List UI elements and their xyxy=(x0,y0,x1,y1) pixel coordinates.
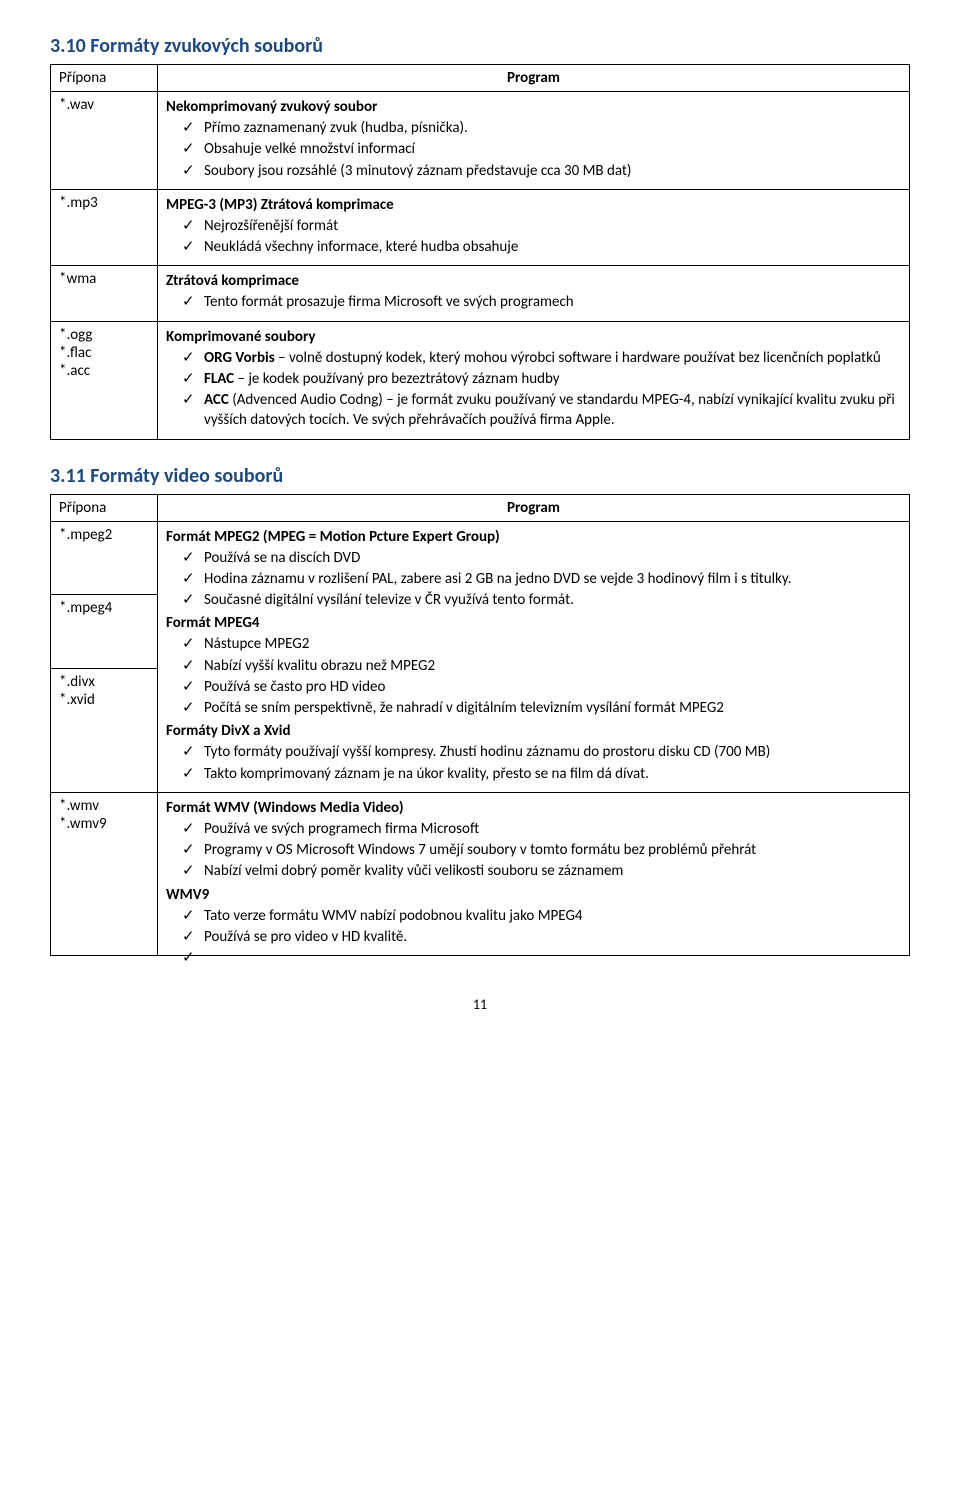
list-item: Takto komprimovaný záznam je na úkor kva… xyxy=(204,764,901,784)
section-heading-video: 3.11 Formáty video souborů xyxy=(50,464,910,488)
desc-cell: Komprimované soubory ORG Vorbis – volně … xyxy=(158,321,910,439)
page-number: 11 xyxy=(50,996,910,1013)
ext-cell: *.ogg *.flac *.acc xyxy=(51,321,158,439)
list-item: Nástupce MPEG2 xyxy=(204,634,901,654)
desc-cell: Formát WMV (Windows Media Video) Používá… xyxy=(158,792,910,955)
group-title: Komprimované soubory xyxy=(166,328,901,346)
group-title: WMV9 xyxy=(166,886,901,904)
group-title: Formát WMV (Windows Media Video) xyxy=(166,799,901,817)
ext-cell: *.mpeg4 xyxy=(51,595,158,669)
item-list: Přímo zaznamenaný zvuk (hudba, písnička)… xyxy=(166,118,901,181)
item-list: Používá ve svých programech firma Micros… xyxy=(166,819,901,882)
list-item: Neukládá všechny informace, které hudba … xyxy=(204,237,901,257)
col-header-program: Program xyxy=(158,494,910,521)
table-row: *.wmv *.wmv9 Formát WMV (Windows Media V… xyxy=(51,792,910,955)
list-item: Hodina záznamu v rozlišení PAL, zabere a… xyxy=(204,569,901,589)
ext-cell: *.mpeg2 xyxy=(51,521,158,595)
list-item: Programy v OS Microsoft Windows 7 umějí … xyxy=(204,840,901,860)
table-row: *wma Ztrátová komprimace Tento formát pr… xyxy=(51,266,910,321)
list-item: Počítá se sním perspektivně, že nahradí … xyxy=(204,698,901,718)
group-title: Nekomprimovaný zvukový soubor xyxy=(166,98,901,116)
section-heading-audio: 3.10 Formáty zvukových souborů xyxy=(50,34,910,58)
desc-cell: Ztrátová komprimace Tento formát prosazu… xyxy=(158,266,910,321)
list-item: Současné digitální vysílání televize v Č… xyxy=(204,590,901,610)
ext-cell: *.mp3 xyxy=(51,189,158,266)
desc-cell: Nekomprimovaný zvukový soubor Přímo zazn… xyxy=(158,92,910,190)
item-list: Tento formát prosazuje firma Microsoft v… xyxy=(166,292,901,312)
list-item: Nabízí velmi dobrý poměr kvality vůči ve… xyxy=(204,861,901,881)
list-item: Používá ve svých programech firma Micros… xyxy=(204,819,901,839)
group-title: Formáty DivX a Xvid xyxy=(166,722,901,740)
list-item: Nejrozšířenější formát xyxy=(204,216,901,236)
list-item: Tyto formáty používají vyšší kompresy. Z… xyxy=(204,742,901,762)
group-title: Formát MPEG2 (MPEG = Motion Pcture Exper… xyxy=(166,528,901,546)
list-item: Používá se často pro HD video xyxy=(204,677,901,697)
col-header-program: Program xyxy=(158,65,910,92)
list-item: Nabízí vyšší kvalitu obrazu než MPEG2 xyxy=(204,656,901,676)
item-list: ORG Vorbis – volně dostupný kodek, který… xyxy=(166,348,901,431)
item-list: Používá se na discích DVD Hodina záznamu… xyxy=(166,548,901,611)
list-item: Tento formát prosazuje firma Microsoft v… xyxy=(204,292,901,312)
list-item: Používá se pro video v HD kvalitě. xyxy=(204,927,901,947)
item-list: Tato verze formátu WMV nabízí podobnou k… xyxy=(166,906,901,948)
group-title: Formát MPEG4 xyxy=(166,614,901,632)
table-row: *.wav Nekomprimovaný zvukový soubor Přím… xyxy=(51,92,910,190)
ext-cell: *wma xyxy=(51,266,158,321)
list-item: Používá se na discích DVD xyxy=(204,548,901,568)
list-item: Tato verze formátu WMV nabízí podobnou k… xyxy=(204,906,901,926)
ext-cell: *.wav xyxy=(51,92,158,190)
list-item: FLAC – je kodek používaný pro bezeztráto… xyxy=(204,369,901,389)
group-title: Ztrátová komprimace xyxy=(166,272,901,290)
list-item: Obsahuje velké množství informací xyxy=(204,139,901,159)
video-formats-table: Přípona Program *.mpeg2 Formát MPEG2 (MP… xyxy=(50,494,910,957)
list-item: Přímo zaznamenaný zvuk (hudba, písnička)… xyxy=(204,118,901,138)
list-item: ACC (Advenced Audio Codng) – je formát z… xyxy=(204,390,901,431)
ext-cell: *.divx *.xvid xyxy=(51,669,158,792)
item-list: Nástupce MPEG2 Nabízí vyšší kvalitu obra… xyxy=(166,634,901,718)
list-item: ORG Vorbis – volně dostupný kodek, který… xyxy=(204,348,901,368)
group-title: MPEG-3 (MP3) Ztrátová komprimace xyxy=(166,196,901,214)
item-list: Nejrozšířenější formát Neukládá všechny … xyxy=(166,216,901,258)
desc-cell: Formát MPEG2 (MPEG = Motion Pcture Exper… xyxy=(158,521,910,792)
col-header-ext: Přípona xyxy=(51,65,158,92)
table-row: *.mpeg2 Formát MPEG2 (MPEG = Motion Pctu… xyxy=(51,521,910,595)
item-list: Tyto formáty používají vyšší kompresy. Z… xyxy=(166,742,901,784)
audio-formats-table: Přípona Program *.wav Nekomprimovaný zvu… xyxy=(50,64,910,440)
list-item: Soubory jsou rozsáhlé (3 minutový záznam… xyxy=(204,161,901,181)
ext-cell: *.wmv *.wmv9 xyxy=(51,792,158,955)
table-row: *.mp3 MPEG-3 (MP3) Ztrátová komprimace N… xyxy=(51,189,910,266)
table-row: *.ogg *.flac *.acc Komprimované soubory … xyxy=(51,321,910,439)
desc-cell: MPEG-3 (MP3) Ztrátová komprimace Nejrozš… xyxy=(158,189,910,266)
col-header-ext: Přípona xyxy=(51,494,158,521)
